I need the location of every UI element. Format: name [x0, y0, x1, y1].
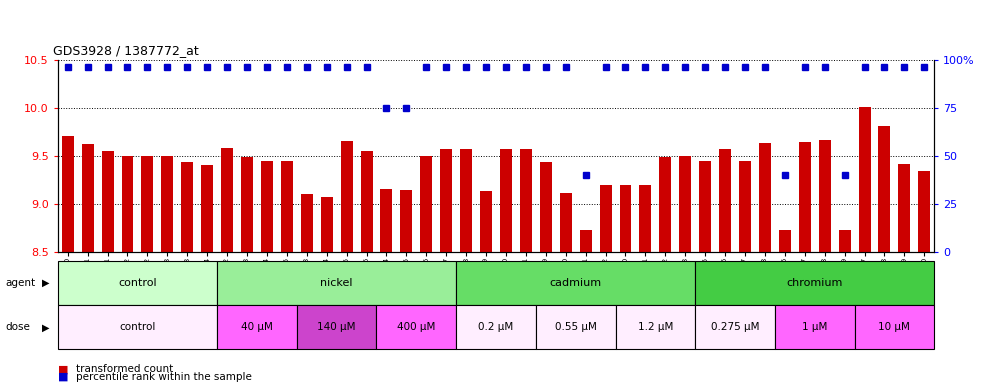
Text: nickel: nickel — [321, 278, 353, 288]
Bar — [616, 305, 695, 349]
Bar — [181, 162, 193, 252]
Text: cadmium: cadmium — [550, 278, 602, 288]
Bar — [301, 194, 313, 252]
Bar — [58, 305, 217, 349]
Text: 1.2 μM: 1.2 μM — [637, 322, 673, 333]
Bar — [122, 156, 133, 252]
Bar — [456, 261, 695, 305]
Bar — [102, 151, 114, 252]
Text: 0.2 μM: 0.2 μM — [478, 322, 514, 333]
Bar — [719, 149, 731, 252]
Text: ■: ■ — [58, 372, 72, 382]
Bar — [221, 148, 233, 252]
Bar — [839, 230, 851, 252]
Bar — [440, 149, 452, 252]
Bar — [62, 136, 74, 252]
Text: 0.275 μM: 0.275 μM — [711, 322, 759, 333]
Text: control: control — [119, 278, 156, 288]
Bar — [141, 157, 153, 252]
Bar — [739, 161, 751, 252]
Bar — [639, 185, 651, 252]
Bar — [775, 305, 855, 349]
Bar — [600, 185, 612, 252]
Bar — [217, 261, 456, 305]
Bar — [420, 157, 432, 252]
Bar — [480, 191, 492, 252]
Bar — [341, 141, 353, 252]
Text: ■: ■ — [58, 364, 72, 374]
Bar — [779, 230, 791, 252]
Bar — [380, 189, 392, 252]
Text: dose: dose — [5, 322, 30, 333]
Bar — [241, 157, 253, 252]
Bar — [540, 162, 552, 252]
Text: transformed count: transformed count — [76, 364, 173, 374]
Text: 400 μM: 400 μM — [397, 322, 435, 333]
Bar — [217, 305, 297, 349]
Bar — [536, 305, 616, 349]
Bar — [500, 149, 512, 252]
Text: agent: agent — [5, 278, 35, 288]
Bar — [161, 156, 173, 252]
Bar — [460, 149, 472, 252]
Bar — [819, 140, 831, 252]
Text: ▶: ▶ — [42, 278, 50, 288]
Bar — [580, 230, 592, 252]
Bar — [759, 143, 771, 252]
Text: ▶: ▶ — [42, 322, 50, 333]
Bar — [918, 171, 930, 252]
Bar — [201, 165, 213, 252]
Bar — [878, 126, 890, 252]
Bar — [695, 261, 934, 305]
Bar — [659, 157, 671, 252]
Bar — [695, 305, 775, 349]
Bar — [456, 305, 536, 349]
Bar — [361, 151, 373, 252]
Text: 0.55 μM: 0.55 μM — [555, 322, 597, 333]
Text: percentile rank within the sample: percentile rank within the sample — [76, 372, 252, 382]
Bar — [898, 164, 910, 252]
Bar — [400, 190, 412, 252]
Bar — [297, 305, 376, 349]
Text: 40 μM: 40 μM — [241, 322, 273, 333]
Bar — [859, 107, 871, 252]
Text: control: control — [120, 322, 155, 333]
Bar — [376, 305, 456, 349]
Bar — [321, 197, 333, 252]
Bar — [799, 142, 811, 252]
Bar — [560, 193, 572, 252]
Text: GDS3928 / 1387772_at: GDS3928 / 1387772_at — [54, 44, 199, 57]
Bar — [281, 161, 293, 252]
Text: 140 μM: 140 μM — [318, 322, 356, 333]
Bar — [855, 305, 934, 349]
Text: 1 μM: 1 μM — [802, 322, 828, 333]
Text: 10 μM: 10 μM — [878, 322, 910, 333]
Bar — [58, 261, 217, 305]
Bar — [620, 185, 631, 252]
Bar — [699, 161, 711, 252]
Bar — [261, 161, 273, 252]
Bar — [82, 144, 94, 252]
Bar — [679, 156, 691, 252]
Bar — [520, 149, 532, 252]
Text: chromium: chromium — [787, 278, 843, 288]
